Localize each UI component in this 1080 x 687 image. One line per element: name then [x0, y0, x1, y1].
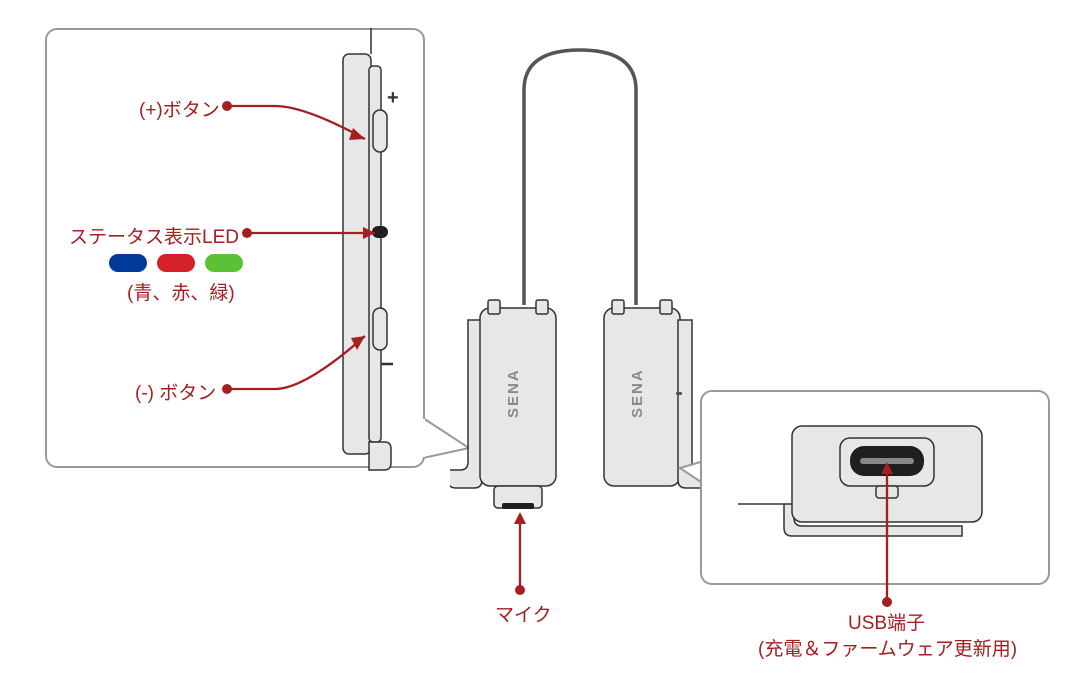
left-callout: + (+)ボタン ステータス表示LED (青、赤、緑) (-) ボタン — [45, 28, 425, 468]
label-mic: マイク — [495, 600, 552, 627]
label-usb-port: USB端子 — [848, 608, 925, 635]
svg-text:SENA: SENA — [629, 368, 646, 418]
label-usb-sub: (充電＆ファームウェア更新用) — [758, 634, 1017, 661]
svg-text:SENA: SENA — [505, 368, 522, 418]
left-arrows — [47, 30, 427, 470]
usb-arrow — [872, 460, 902, 610]
mic-arrow — [505, 510, 535, 600]
